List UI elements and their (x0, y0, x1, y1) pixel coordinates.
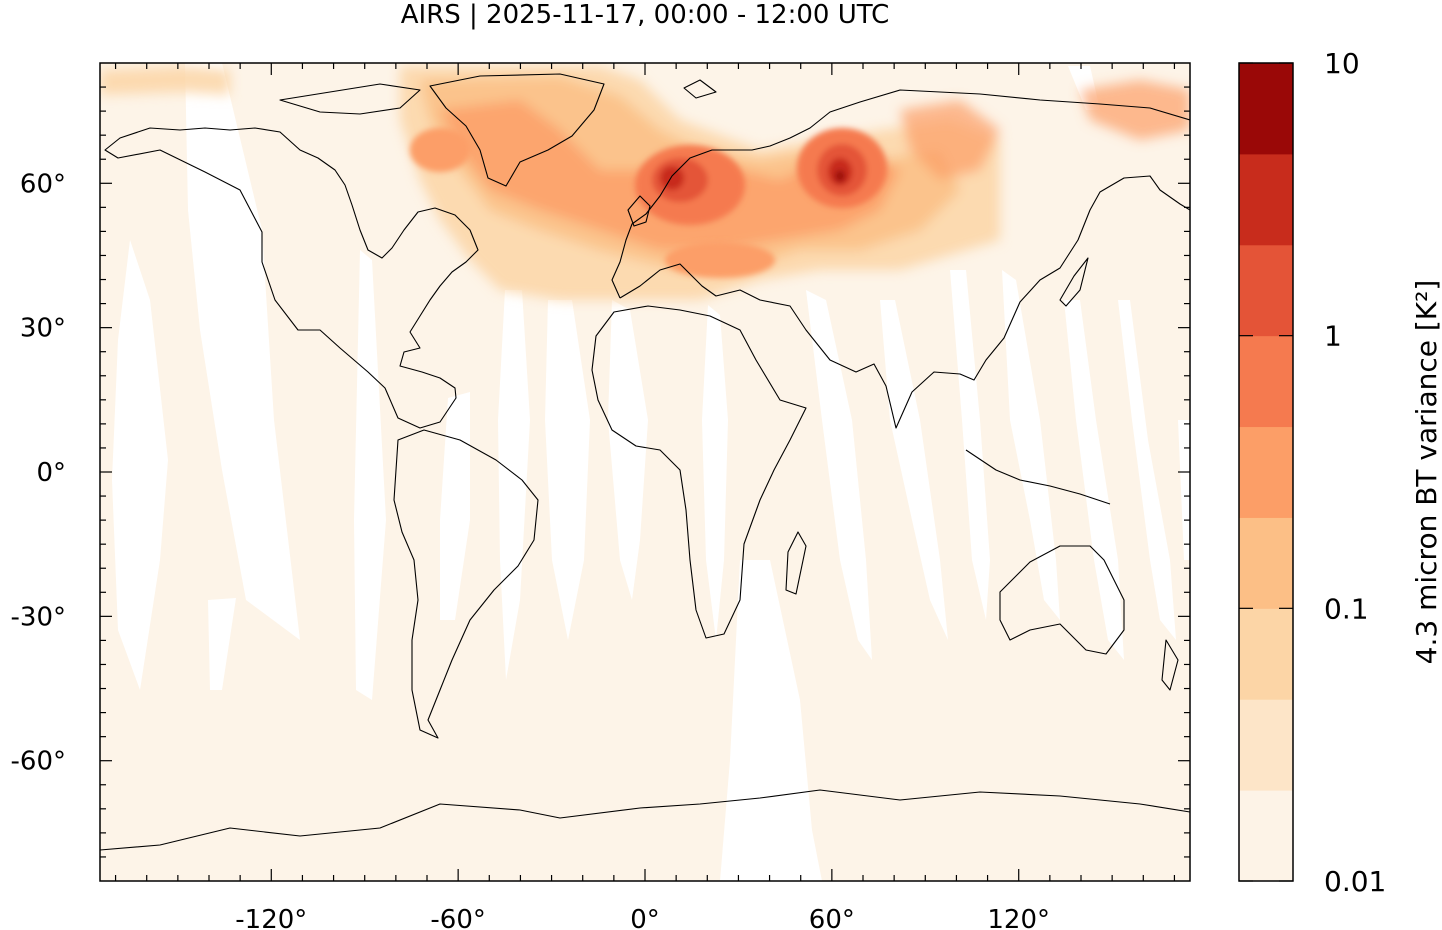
colorbar-band (1239, 790, 1293, 882)
y-tick-label: 30° (20, 314, 66, 344)
y-tick-label: 0° (36, 458, 66, 488)
map-plot-area (100, 63, 1190, 881)
colorbar-tick-label: 1 (1324, 320, 1342, 353)
colorbar-tick-label: 0.1 (1324, 592, 1369, 625)
svalbard-coast (683, 79, 717, 99)
new-zealand-coast (1161, 639, 1179, 691)
japan-coast (1059, 257, 1089, 307)
y-tick-label: -30° (11, 602, 66, 632)
madagascar-coast (785, 531, 807, 595)
colorbar-bands (1239, 63, 1293, 882)
colorbar-band (1239, 608, 1293, 700)
x-tick-label: 0° (630, 905, 660, 930)
colorbar-frame (1238, 62, 1294, 882)
colorbar-title: 4.3 micron BT variance [K²] (1410, 280, 1442, 665)
africa-coast (591, 305, 807, 639)
colorbar-ticks (1239, 62, 1293, 882)
map-tick-labels: -120° -60° 0° 60° 120° 60° 30° 0° -30° -60° (11, 169, 1051, 930)
colorbar-band (1239, 244, 1293, 337)
colorbar-band (1239, 517, 1293, 609)
colorbar-tick-labels: 10 1 0.1 0.01 (1324, 47, 1386, 898)
colorbar-band (1239, 153, 1293, 246)
indonesia-coast (965, 449, 1111, 505)
map-ticks (100, 63, 1190, 881)
colorbar: 10 1 0.1 0.01 4.3 micron BT variance [K²] (1238, 47, 1442, 898)
colorbar-band (1239, 335, 1293, 428)
coastlines (100, 73, 1190, 851)
map-title: AIRS | 2025-11-17, 00:00 - 12:00 UTC (400, 0, 890, 30)
y-tick-label: 60° (20, 169, 66, 199)
x-tick-label: -60° (430, 905, 485, 930)
colorbar-tick-label: 10 (1324, 47, 1360, 80)
eurasia-coast (611, 89, 1190, 429)
colorbar-tick-label: 0.01 (1324, 865, 1386, 898)
swath-gaps (112, 63, 1190, 881)
greenland-coast (429, 73, 605, 187)
y-tick-label: -60° (11, 747, 66, 777)
north-america-coast (104, 127, 479, 429)
south-america-coast (393, 429, 539, 739)
arctic-islands-coast (279, 83, 421, 115)
colorbar-band (1239, 699, 1293, 791)
australia-coast (999, 545, 1125, 655)
antarctica-coast (100, 789, 1190, 851)
colorbar-band (1239, 426, 1293, 518)
uk-coast (627, 195, 651, 227)
colorbar-band (1239, 63, 1293, 155)
variance-field (100, 66, 1190, 300)
x-tick-label: 120° (987, 905, 1050, 930)
x-tick-label: -120° (235, 905, 307, 930)
x-tick-label: 60° (809, 905, 855, 930)
